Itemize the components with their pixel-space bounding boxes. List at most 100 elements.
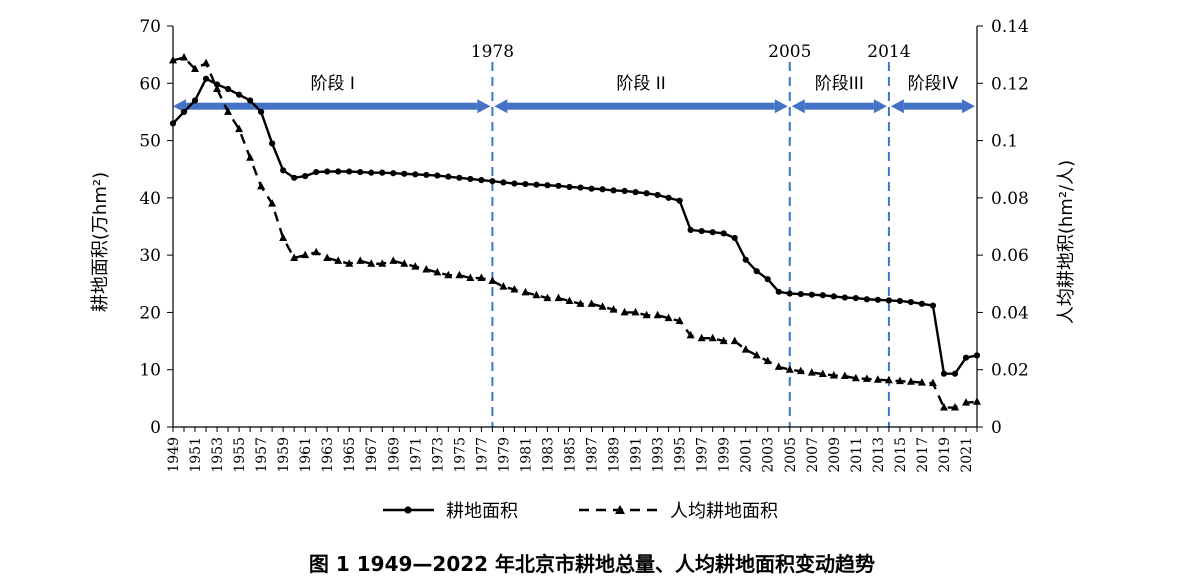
x-tick-label: 1963 — [320, 437, 336, 473]
data-point-cultivated — [698, 227, 705, 235]
stage-arrow-head-left — [791, 99, 805, 114]
data-point-cultivated — [885, 297, 892, 304]
data-point-cultivated — [456, 174, 463, 181]
data-point-per-capita — [576, 299, 585, 307]
data-point-cultivated — [577, 184, 584, 191]
data-point-per-capita — [873, 375, 882, 383]
data-point-per-capita — [851, 373, 860, 382]
y-axis-left-label: 耕地面积(万hm²) — [90, 172, 111, 312]
data-point-cultivated — [731, 234, 738, 242]
data-point-per-capita — [752, 350, 761, 359]
y-left-tick-label: 50 — [139, 132, 161, 152]
x-tick-label: 2003 — [761, 437, 777, 473]
stage-arrow-head-right — [477, 99, 491, 114]
x-tick-label: 1973 — [430, 437, 446, 473]
x-tick-label: 1981 — [518, 437, 534, 473]
data-point-cultivated — [489, 178, 496, 185]
stage-divider-year-label: 2005 — [768, 42, 811, 62]
y-right-tick-label: 0.04 — [991, 303, 1029, 323]
data-point-cultivated — [324, 168, 331, 175]
x-tick-label: 2013 — [871, 437, 887, 473]
data-point-cultivated — [258, 108, 265, 116]
data-point-cultivated — [246, 97, 254, 104]
data-point-cultivated — [445, 173, 452, 180]
x-tick-label: 1957 — [254, 437, 270, 473]
y-left-tick-label: 10 — [139, 361, 161, 381]
data-point-cultivated — [555, 182, 562, 189]
data-point-cultivated — [654, 191, 661, 199]
data-point-cultivated — [588, 185, 595, 192]
y-left-tick-label: 60 — [139, 74, 161, 94]
x-tick-label: 2001 — [739, 437, 755, 473]
series-line-cultivated — [172, 77, 978, 375]
figure-caption: 图 1 1949—2022 年北京市耕地总量、人均耕地面积变动趋势 — [309, 552, 875, 576]
data-point-cultivated — [907, 299, 915, 306]
x-tick-label: 1983 — [540, 437, 556, 473]
data-point-per-capita — [301, 250, 310, 259]
x-tick-label: 1965 — [342, 437, 358, 473]
y-left-tick-label: 40 — [139, 189, 161, 209]
data-point-cultivated — [412, 171, 419, 178]
data-point-cultivated — [390, 170, 397, 177]
data-point-cultivated — [896, 297, 904, 305]
stage-arrow-shaft — [903, 102, 962, 110]
x-tick-label: 2007 — [805, 437, 821, 473]
data-point-per-capita — [235, 124, 244, 133]
data-point-cultivated — [544, 182, 551, 189]
data-point-per-capita — [818, 369, 827, 378]
data-point-per-capita — [796, 366, 805, 375]
chart-legend: 耕地面积 人均耕地面积 — [383, 501, 778, 522]
data-point-per-capita — [180, 53, 189, 61]
data-point-cultivated — [621, 187, 628, 195]
data-point-per-capita — [554, 293, 563, 302]
data-point-cultivated — [401, 170, 408, 177]
y-left-tick-label: 30 — [139, 246, 161, 266]
stage-label: 阶段III — [815, 74, 864, 94]
data-point-per-capita — [477, 273, 486, 282]
data-point-cultivated — [687, 226, 694, 234]
data-point-per-capita — [268, 199, 277, 207]
data-point-per-capita — [609, 305, 618, 313]
data-point-cultivated — [742, 256, 749, 263]
legend-label-per-capita-area: 人均耕地面积 — [670, 501, 778, 522]
x-tick-label: 1959 — [276, 437, 292, 473]
data-point-per-capita — [279, 233, 288, 241]
data-point-per-capita — [213, 84, 222, 93]
y-right-tick-label: 0 — [991, 418, 1002, 438]
data-point-per-capita — [356, 256, 365, 264]
data-point-cultivated — [764, 276, 771, 283]
x-tick-label: 1997 — [695, 437, 711, 473]
data-point-per-capita — [763, 356, 772, 365]
x-tick-label: 1979 — [496, 437, 512, 473]
y-right-tick-label: 0.06 — [991, 246, 1029, 266]
data-point-per-capita — [686, 330, 695, 339]
data-point-cultivated — [775, 288, 782, 295]
data-point-cultivated — [434, 172, 441, 179]
x-tick-label: 1953 — [210, 437, 226, 473]
y-left-tick-label: 0 — [150, 418, 161, 438]
data-point-cultivated — [940, 370, 948, 377]
data-point-cultivated — [235, 91, 243, 98]
data-point-per-capita — [543, 293, 552, 302]
y-left-tick-label: 20 — [139, 303, 161, 323]
data-point-cultivated — [202, 75, 210, 82]
data-point-cultivated — [786, 290, 793, 297]
x-tick-label: 2019 — [937, 437, 953, 473]
x-tick-label: 2021 — [959, 437, 975, 473]
data-point-cultivated — [753, 268, 760, 275]
x-tick-label: 1991 — [629, 437, 645, 473]
data-point-per-capita — [521, 287, 530, 296]
data-point-cultivated — [500, 179, 507, 186]
data-point-cultivated — [808, 291, 815, 298]
data-point-per-capita — [191, 64, 200, 72]
data-point-cultivated — [720, 230, 727, 237]
data-point-cultivated — [335, 168, 342, 175]
data-point-cultivated — [291, 174, 298, 181]
data-point-per-capita — [466, 273, 475, 282]
data-point-cultivated — [522, 181, 529, 188]
data-point-per-capita — [917, 378, 926, 386]
data-point-per-capita — [708, 333, 717, 342]
data-point-per-capita — [532, 290, 541, 299]
data-point-per-capita — [422, 264, 431, 273]
